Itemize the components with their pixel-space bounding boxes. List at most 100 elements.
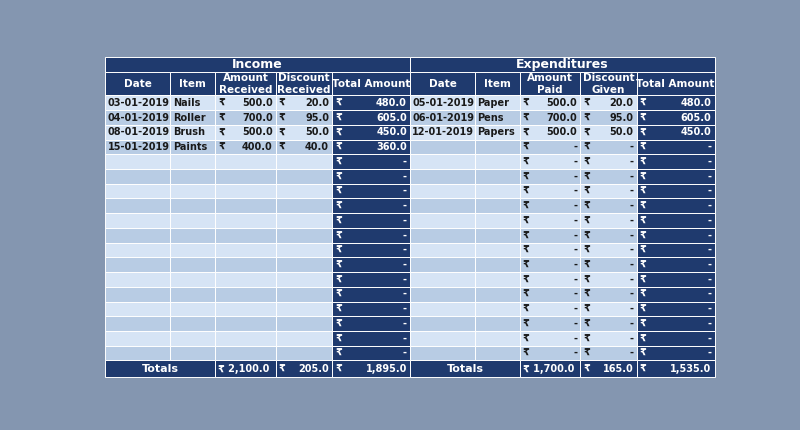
Bar — [475, 213, 520, 228]
Bar — [215, 199, 276, 213]
Bar — [276, 154, 332, 169]
Text: -: - — [403, 289, 407, 299]
Bar — [215, 272, 276, 287]
Bar — [581, 72, 637, 95]
Text: -: - — [574, 142, 578, 152]
Text: -: - — [403, 157, 407, 167]
Bar — [106, 95, 170, 110]
Text: 08-01-2019: 08-01-2019 — [108, 127, 170, 137]
Text: Item: Item — [179, 79, 206, 89]
Text: Nails: Nails — [173, 98, 200, 108]
Bar — [332, 243, 410, 258]
Text: ₹: ₹ — [640, 201, 646, 211]
Bar — [332, 228, 410, 243]
Bar — [520, 360, 581, 377]
Bar — [475, 272, 520, 287]
Bar — [170, 301, 215, 316]
Text: Expenditures: Expenditures — [516, 58, 609, 71]
Text: -: - — [630, 333, 634, 343]
Bar — [475, 228, 520, 243]
Text: -: - — [574, 319, 578, 329]
Bar — [332, 346, 410, 360]
Bar — [276, 125, 332, 140]
Bar — [581, 154, 637, 169]
Bar — [215, 213, 276, 228]
Text: ₹: ₹ — [335, 274, 342, 284]
Bar — [410, 72, 475, 95]
Text: Item: Item — [484, 79, 511, 89]
Bar — [215, 346, 276, 360]
Bar — [410, 95, 475, 110]
Bar — [170, 72, 215, 95]
Bar — [106, 331, 170, 346]
Bar — [637, 228, 714, 243]
Bar — [332, 72, 410, 95]
Bar — [581, 110, 637, 125]
Bar — [170, 346, 215, 360]
Bar — [637, 316, 714, 331]
Text: ₹: ₹ — [335, 172, 342, 181]
Bar — [520, 154, 581, 169]
Text: -: - — [403, 201, 407, 211]
Bar — [170, 316, 215, 331]
Text: -: - — [707, 157, 711, 167]
Text: ₹: ₹ — [583, 186, 590, 196]
Bar — [170, 140, 215, 154]
Text: 50.0: 50.0 — [610, 127, 634, 137]
Bar — [520, 346, 581, 360]
Text: -: - — [403, 348, 407, 358]
Text: Paper: Paper — [478, 98, 510, 108]
Bar — [637, 199, 714, 213]
Bar — [332, 125, 410, 140]
Text: -: - — [403, 230, 407, 240]
Bar — [410, 125, 475, 140]
Text: ₹: ₹ — [640, 260, 646, 270]
Bar — [332, 169, 410, 184]
Text: -: - — [630, 319, 634, 329]
Bar — [581, 228, 637, 243]
Text: Totals: Totals — [142, 364, 179, 374]
Text: 1,535.0: 1,535.0 — [670, 364, 711, 374]
Text: ₹: ₹ — [640, 319, 646, 329]
Text: -: - — [574, 215, 578, 226]
Text: 15-01-2019: 15-01-2019 — [108, 142, 170, 152]
Text: ₹: ₹ — [640, 230, 646, 240]
Bar — [637, 110, 714, 125]
Bar — [475, 140, 520, 154]
Bar — [170, 272, 215, 287]
Bar — [520, 72, 581, 95]
Text: -: - — [630, 230, 634, 240]
Bar — [170, 331, 215, 346]
Text: 20.0: 20.0 — [305, 98, 329, 108]
Text: ₹: ₹ — [523, 304, 530, 314]
Bar — [581, 199, 637, 213]
Bar — [520, 184, 581, 199]
Text: -: - — [630, 348, 634, 358]
Text: -: - — [707, 333, 711, 343]
Bar — [637, 346, 714, 360]
Bar — [215, 184, 276, 199]
Bar — [410, 331, 475, 346]
Bar — [332, 184, 410, 199]
Bar — [637, 72, 714, 95]
Bar — [581, 287, 637, 301]
Text: ₹: ₹ — [640, 364, 646, 374]
Bar — [215, 360, 276, 377]
Bar — [475, 287, 520, 301]
Text: -: - — [707, 289, 711, 299]
Text: 480.0: 480.0 — [681, 98, 711, 108]
Bar — [410, 169, 475, 184]
Bar — [215, 301, 276, 316]
Bar — [637, 213, 714, 228]
Text: ₹: ₹ — [640, 113, 646, 123]
Bar — [581, 140, 637, 154]
Text: -: - — [630, 304, 634, 314]
Text: -: - — [630, 157, 634, 167]
Bar — [106, 346, 170, 360]
Text: -: - — [707, 260, 711, 270]
Bar — [520, 140, 581, 154]
Text: ₹: ₹ — [523, 201, 530, 211]
Bar — [332, 110, 410, 125]
Text: ₹: ₹ — [218, 98, 225, 108]
Text: 1,895.0: 1,895.0 — [366, 364, 407, 374]
